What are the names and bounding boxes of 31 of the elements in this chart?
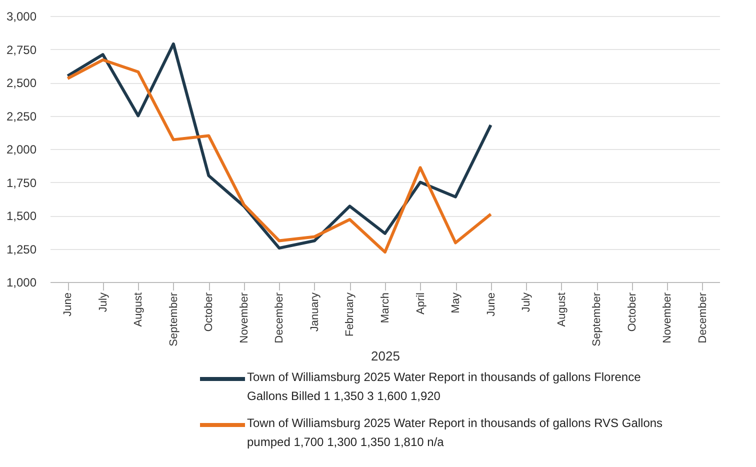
x-tick-label: May [450,292,462,314]
x-tick-label: November [662,292,674,344]
x-tick-label: August [556,292,568,327]
x-tick-label: December [274,292,286,344]
y-tick-label: 2,250 [6,109,37,124]
y-tick-label: 1,000 [6,276,37,290]
y-tick-label: 1,500 [6,209,37,223]
y-tick-label: 2,750 [6,42,37,57]
x-tick-label: July [520,292,533,312]
y-tick-label: 3,000 [6,10,37,24]
legend-label: Town of Williamsburg 2025 Water Report in thousands of gallons Florence Gallons Billed 1 1,350 3 1,600 1,920 [247,370,642,403]
x-tick-label: January [308,292,321,332]
y-tick-label: 2,000 [6,142,37,156]
x-tick-label: October [203,292,216,332]
x-tick-label: September [168,292,180,346]
x-tick-label: April [414,292,427,315]
y-tick-label: 2,500 [6,76,37,90]
legend-label: Town of Williamsburg 2025 Water Report in thousands of gallons RVS Gallons pumped 1,700 1,300 1,350 1,810 n/a [247,416,663,449]
x-tick-label: June [485,292,498,316]
x-tick-label: July [97,292,110,312]
y-tick-label: 1,750 [6,176,37,190]
x-axis-title: 2025 [371,348,400,364]
y-tick-label: 1,250 [6,242,37,256]
x-tick-label: August [132,292,145,327]
x-tick-label: June [62,292,74,316]
x-tick-label: February [344,292,356,337]
x-tick-label: November [238,292,250,344]
x-tick-label: March [380,292,392,324]
x-tick-label: October [626,292,638,332]
x-tick-label: September [591,292,604,346]
x-tick-label: December [696,292,709,344]
